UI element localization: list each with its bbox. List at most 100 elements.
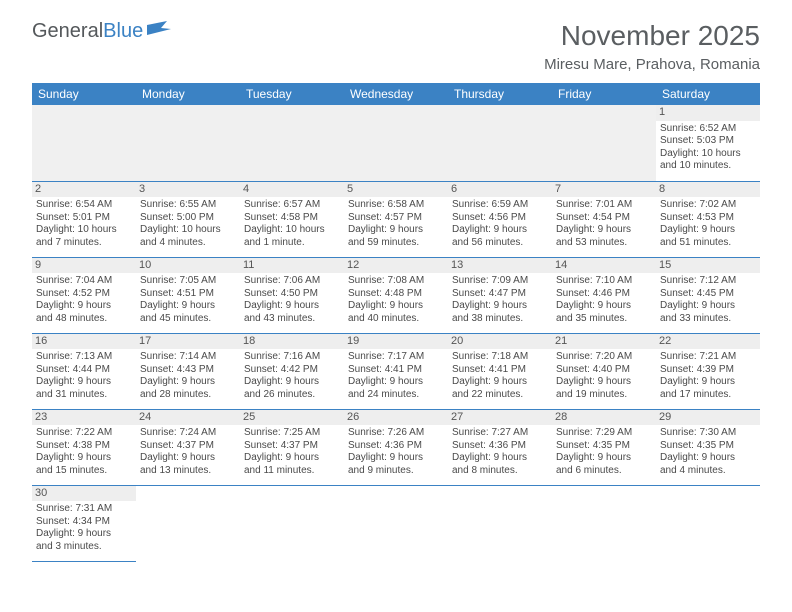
calendar-cell: 18Sunrise: 7:16 AMSunset: 4:42 PMDayligh… [240,333,344,409]
calendar-cell: 5Sunrise: 6:58 AMSunset: 4:57 PMDaylight… [344,181,448,257]
day-detail: Daylight: 9 hours [660,452,756,465]
day-detail: Daylight: 9 hours [556,224,652,237]
day-number: 24 [136,410,240,426]
weekday-header: Thursday [448,83,552,105]
day-detail: Sunset: 4:52 PM [36,288,132,301]
weekday-header: Friday [552,83,656,105]
day-number: 12 [344,258,448,274]
flag-icon [147,20,173,43]
day-detail: and 19 minutes. [556,389,652,402]
weekday-header-row: Sunday Monday Tuesday Wednesday Thursday… [32,83,760,105]
calendar-cell: 13Sunrise: 7:09 AMSunset: 4:47 PMDayligh… [448,257,552,333]
day-detail: Sunset: 4:40 PM [556,364,652,377]
day-number: 1 [656,105,760,121]
day-detail: Sunrise: 7:06 AM [244,275,340,288]
day-detail: Sunrise: 7:30 AM [660,427,756,440]
logo: GeneralBlue [32,20,173,43]
calendar-week-row: 9Sunrise: 7:04 AMSunset: 4:52 PMDaylight… [32,257,760,333]
weekday-header: Tuesday [240,83,344,105]
day-number: 6 [448,182,552,198]
day-number: 14 [552,258,656,274]
day-detail: Sunrise: 7:27 AM [452,427,548,440]
day-detail: Daylight: 10 hours [36,224,132,237]
calendar-week-row: 23Sunrise: 7:22 AMSunset: 4:38 PMDayligh… [32,409,760,485]
day-number: 3 [136,182,240,198]
calendar-cell: 20Sunrise: 7:18 AMSunset: 4:41 PMDayligh… [448,333,552,409]
day-detail: Daylight: 9 hours [244,376,340,389]
calendar-cell [32,105,136,181]
day-detail: Sunrise: 7:22 AM [36,427,132,440]
day-number: 7 [552,182,656,198]
day-number: 5 [344,182,448,198]
day-detail: Sunset: 4:35 PM [660,440,756,453]
calendar-cell: 19Sunrise: 7:17 AMSunset: 4:41 PMDayligh… [344,333,448,409]
day-number: 19 [344,334,448,350]
day-detail: Daylight: 9 hours [348,224,444,237]
day-detail: Sunset: 4:39 PM [660,364,756,377]
day-detail: Daylight: 9 hours [348,376,444,389]
day-detail: Sunset: 4:42 PM [244,364,340,377]
weekday-header: Monday [136,83,240,105]
day-detail: and 4 minutes. [140,237,236,250]
day-detail: Sunrise: 7:17 AM [348,351,444,364]
day-detail: Daylight: 9 hours [36,376,132,389]
day-detail: Daylight: 9 hours [140,300,236,313]
calendar-cell [552,485,656,561]
day-detail: Sunset: 4:50 PM [244,288,340,301]
calendar-cell [136,105,240,181]
day-detail: Daylight: 9 hours [660,224,756,237]
day-detail: Sunrise: 7:04 AM [36,275,132,288]
day-detail: and 4 minutes. [660,465,756,478]
day-detail: Sunset: 4:38 PM [36,440,132,453]
day-number: 10 [136,258,240,274]
day-number: 21 [552,334,656,350]
calendar-cell [448,105,552,181]
day-detail: Sunset: 4:48 PM [348,288,444,301]
day-detail: Daylight: 9 hours [556,300,652,313]
calendar-cell: 16Sunrise: 7:13 AMSunset: 4:44 PMDayligh… [32,333,136,409]
calendar-cell: 23Sunrise: 7:22 AMSunset: 4:38 PMDayligh… [32,409,136,485]
day-detail: Sunset: 4:44 PM [36,364,132,377]
day-detail: Daylight: 10 hours [660,148,756,161]
day-detail: and 38 minutes. [452,313,548,326]
day-detail: Sunrise: 7:16 AM [244,351,340,364]
day-detail: Daylight: 9 hours [140,452,236,465]
day-detail: and 56 minutes. [452,237,548,250]
calendar-cell: 7Sunrise: 7:01 AMSunset: 4:54 PMDaylight… [552,181,656,257]
day-detail: and 22 minutes. [452,389,548,402]
day-detail: Daylight: 9 hours [556,376,652,389]
day-number: 15 [656,258,760,274]
calendar-cell: 28Sunrise: 7:29 AMSunset: 4:35 PMDayligh… [552,409,656,485]
calendar-cell [240,485,344,561]
day-detail: and 40 minutes. [348,313,444,326]
calendar-cell: 21Sunrise: 7:20 AMSunset: 4:40 PMDayligh… [552,333,656,409]
day-detail: Daylight: 9 hours [556,452,652,465]
calendar-cell [136,485,240,561]
day-detail: Sunrise: 7:01 AM [556,199,652,212]
day-detail: and 28 minutes. [140,389,236,402]
day-detail: Daylight: 9 hours [348,452,444,465]
logo-text-blue: Blue [103,20,143,43]
day-detail: Sunset: 4:58 PM [244,212,340,225]
calendar-cell: 22Sunrise: 7:21 AMSunset: 4:39 PMDayligh… [656,333,760,409]
day-number: 11 [240,258,344,274]
day-detail: Daylight: 10 hours [244,224,340,237]
header: GeneralBlue November 2025 Miresu Mare, P… [32,20,760,73]
day-detail: Sunset: 4:41 PM [348,364,444,377]
day-detail: and 1 minute. [244,237,340,250]
day-detail: Daylight: 9 hours [36,452,132,465]
day-detail: Sunset: 4:36 PM [348,440,444,453]
day-detail: Daylight: 9 hours [660,300,756,313]
day-number: 18 [240,334,344,350]
day-detail: Sunrise: 7:02 AM [660,199,756,212]
day-detail: Sunset: 4:53 PM [660,212,756,225]
day-detail: Sunrise: 7:13 AM [36,351,132,364]
day-number: 8 [656,182,760,198]
day-detail: Sunset: 4:34 PM [36,516,132,529]
day-detail: Sunrise: 7:12 AM [660,275,756,288]
weekday-header: Sunday [32,83,136,105]
day-detail: and 7 minutes. [36,237,132,250]
day-detail: Daylight: 9 hours [660,376,756,389]
day-number: 2 [32,182,136,198]
day-detail: Sunrise: 7:18 AM [452,351,548,364]
